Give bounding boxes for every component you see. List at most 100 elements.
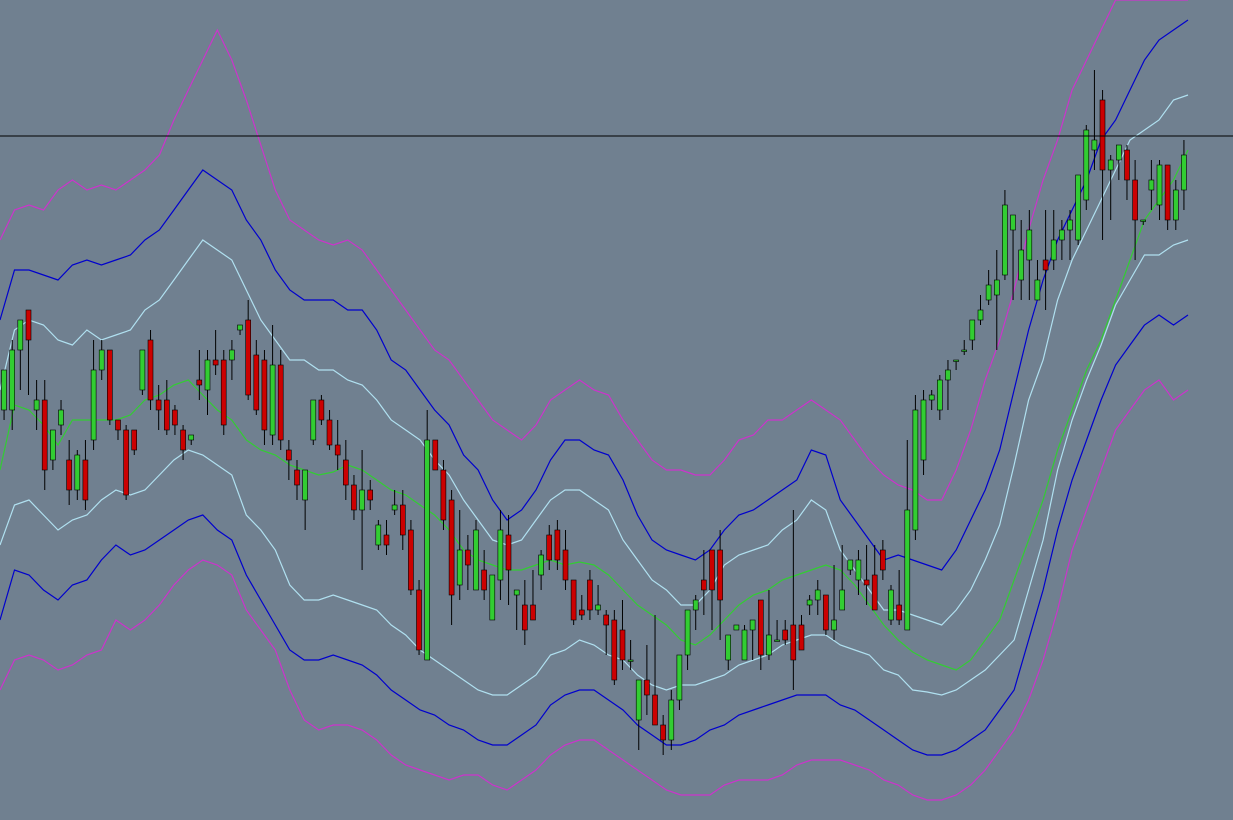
candle-body-bull	[928, 394, 935, 401]
candle	[538, 550, 544, 590]
candle-body-bull	[953, 359, 959, 362]
candle-body-bear	[82, 459, 89, 501]
candle	[489, 574, 496, 621]
candle-body-bull	[855, 559, 862, 581]
candle-body-bear	[879, 549, 886, 571]
candle-body-bull	[993, 279, 1000, 296]
candle-body-bear	[798, 624, 805, 651]
candle-body-bear	[66, 459, 72, 491]
candle-body-bear	[1164, 164, 1171, 221]
candle-body-bull	[359, 489, 365, 511]
candle-body-bear	[700, 579, 707, 591]
candle	[554, 520, 561, 570]
candle-body-bull	[473, 529, 479, 591]
candle	[359, 450, 365, 570]
candle	[17, 319, 24, 390]
candle-body-bull	[33, 399, 40, 411]
candle	[285, 440, 292, 480]
candle	[782, 620, 789, 645]
candle-body-bull	[969, 319, 976, 341]
candle	[684, 609, 691, 670]
candle	[1173, 180, 1179, 230]
candle-body-bear	[253, 354, 260, 411]
candle-body-bull	[489, 574, 496, 621]
candle-body-bull	[749, 619, 756, 631]
candle	[229, 340, 235, 380]
candle	[766, 590, 772, 660]
candle	[879, 540, 886, 580]
candle-body-bull	[1050, 239, 1057, 261]
candle	[1132, 160, 1138, 260]
candle-body-bull	[1034, 279, 1041, 301]
candle-body-bear	[660, 724, 666, 741]
candle	[513, 589, 520, 630]
candle	[416, 580, 422, 655]
candle	[196, 350, 203, 400]
candle	[123, 425, 129, 500]
candle-body-bear	[440, 469, 447, 521]
candle-body-bull	[1018, 249, 1025, 281]
candle-body-bear	[644, 679, 650, 696]
candle-body-bear	[294, 469, 300, 486]
candle-body-bull	[904, 509, 911, 631]
candle	[90, 340, 97, 450]
candle-body-bull	[538, 554, 544, 576]
candle	[692, 595, 699, 630]
candle-body-bear	[871, 574, 878, 611]
candle-body-bear	[285, 449, 292, 461]
candle-body-bear	[1042, 259, 1049, 271]
candle-body-bull	[229, 349, 235, 361]
candle-body-bull	[766, 634, 772, 656]
candle-body-bear	[481, 569, 487, 591]
candle	[342, 440, 349, 500]
candle-body-bear	[863, 579, 870, 586]
candle-body-bear	[334, 444, 341, 456]
candle	[131, 429, 137, 455]
candle-body-bear	[432, 439, 439, 471]
candle-body-bull	[1140, 219, 1146, 222]
candle	[627, 640, 634, 670]
candle	[700, 550, 707, 615]
candle-body-bull	[9, 349, 15, 411]
candle	[334, 420, 341, 470]
candle	[904, 440, 911, 631]
candle-body-bull	[1010, 214, 1016, 231]
candle	[432, 439, 439, 471]
candle-body-bear	[546, 534, 553, 561]
candle-body-bull	[1059, 229, 1065, 241]
candle	[1099, 90, 1106, 240]
candle	[1034, 260, 1041, 301]
candle	[473, 520, 479, 591]
candle	[562, 530, 569, 590]
candle-body-bull	[676, 654, 683, 701]
candle	[1050, 210, 1057, 270]
candle	[774, 620, 780, 642]
candle	[969, 319, 976, 350]
candle	[668, 690, 675, 750]
band-3-upper-line	[0, 0, 1188, 501]
candle	[1107, 155, 1114, 220]
candle-body-bear	[570, 579, 577, 621]
candle	[302, 469, 308, 530]
candle-body-bear	[155, 399, 162, 411]
candle	[1148, 160, 1155, 210]
candle-body-bear	[619, 629, 626, 661]
candle	[294, 460, 300, 500]
candle-body-bear	[115, 419, 121, 431]
candle	[1083, 125, 1090, 210]
candle-body-bull	[1002, 204, 1008, 276]
candle-body-bull	[1083, 129, 1090, 201]
candle	[375, 520, 382, 550]
candle	[164, 380, 170, 435]
candle-body-bull	[635, 679, 642, 721]
candle-body-bear	[1132, 179, 1138, 221]
candle	[277, 350, 284, 450]
candle-body-bull	[456, 549, 463, 586]
candle	[676, 654, 683, 710]
band-2-lower-line	[0, 314, 1189, 756]
candle-body-bull	[1, 369, 7, 411]
candle-body-bull	[920, 399, 927, 461]
candle	[660, 715, 666, 755]
candle	[546, 525, 553, 570]
